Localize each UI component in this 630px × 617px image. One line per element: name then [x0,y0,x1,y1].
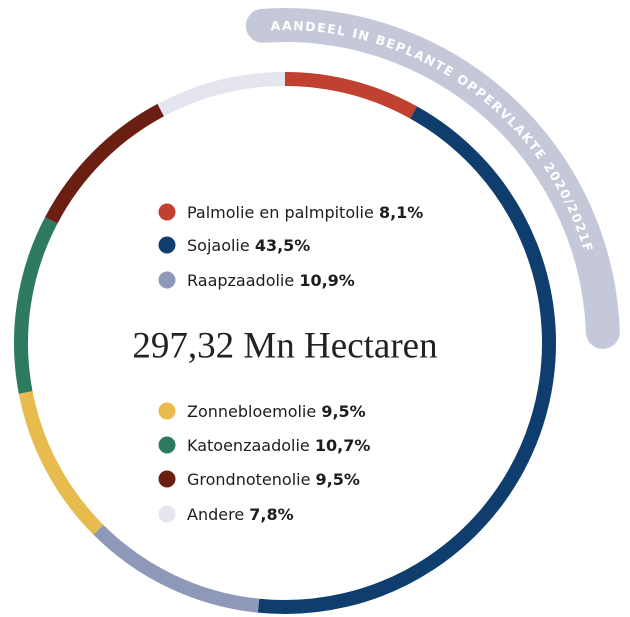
legend-entry: Palmolie en palmpitolie 8,1% [187,203,423,222]
title-band [245,8,620,349]
legend-label: Katoenzaadolie [187,436,310,455]
legend-value: 9,5% [316,470,360,489]
legend-marker [158,203,176,221]
legend-entry: Katoenzaadolie 10,7% [187,436,370,455]
legend-marker [158,470,176,488]
legend-value: 8,1% [379,203,423,222]
legend-label: Grondnotenolie [187,470,310,489]
legend-label: Palmolie en palmpitolie [187,203,374,222]
legend-entry: Grondnotenolie 9,5% [187,470,360,489]
center-annotation: 297,32 Mn Hectaren [132,326,437,367]
legend-entry: Raapzaadolie 10,9% [187,271,355,290]
legend-entry: Andere 7,8% [187,505,294,524]
donut-segment [93,524,260,613]
legend-value: 9,5% [321,402,365,421]
donut-segment [157,72,286,117]
donut-segment [257,106,556,614]
legend-label: Zonnebloemolie [187,402,316,421]
legend-marker [158,271,176,289]
donut-segment [14,216,58,394]
donut-segment [45,103,165,224]
legend-label: Sojaolie [187,236,250,255]
legend-marker [158,436,176,454]
legend-value: 10,9% [299,271,355,290]
donut-segment [18,391,104,535]
legend-value: 10,7% [315,436,371,455]
legend-value: 43,5% [255,236,311,255]
legend-marker [158,402,176,420]
legend-entry: Sojaolie 43,5% [187,236,310,255]
legend-marker [158,236,176,254]
legend-value: 7,8% [249,505,293,524]
legend-marker [158,505,176,523]
legend-label: Andere [187,505,244,524]
donut-segment [284,72,418,119]
legend-entry: Zonnebloemolie 9,5% [187,402,366,421]
legend-label: Raapzaadolie [187,271,294,290]
